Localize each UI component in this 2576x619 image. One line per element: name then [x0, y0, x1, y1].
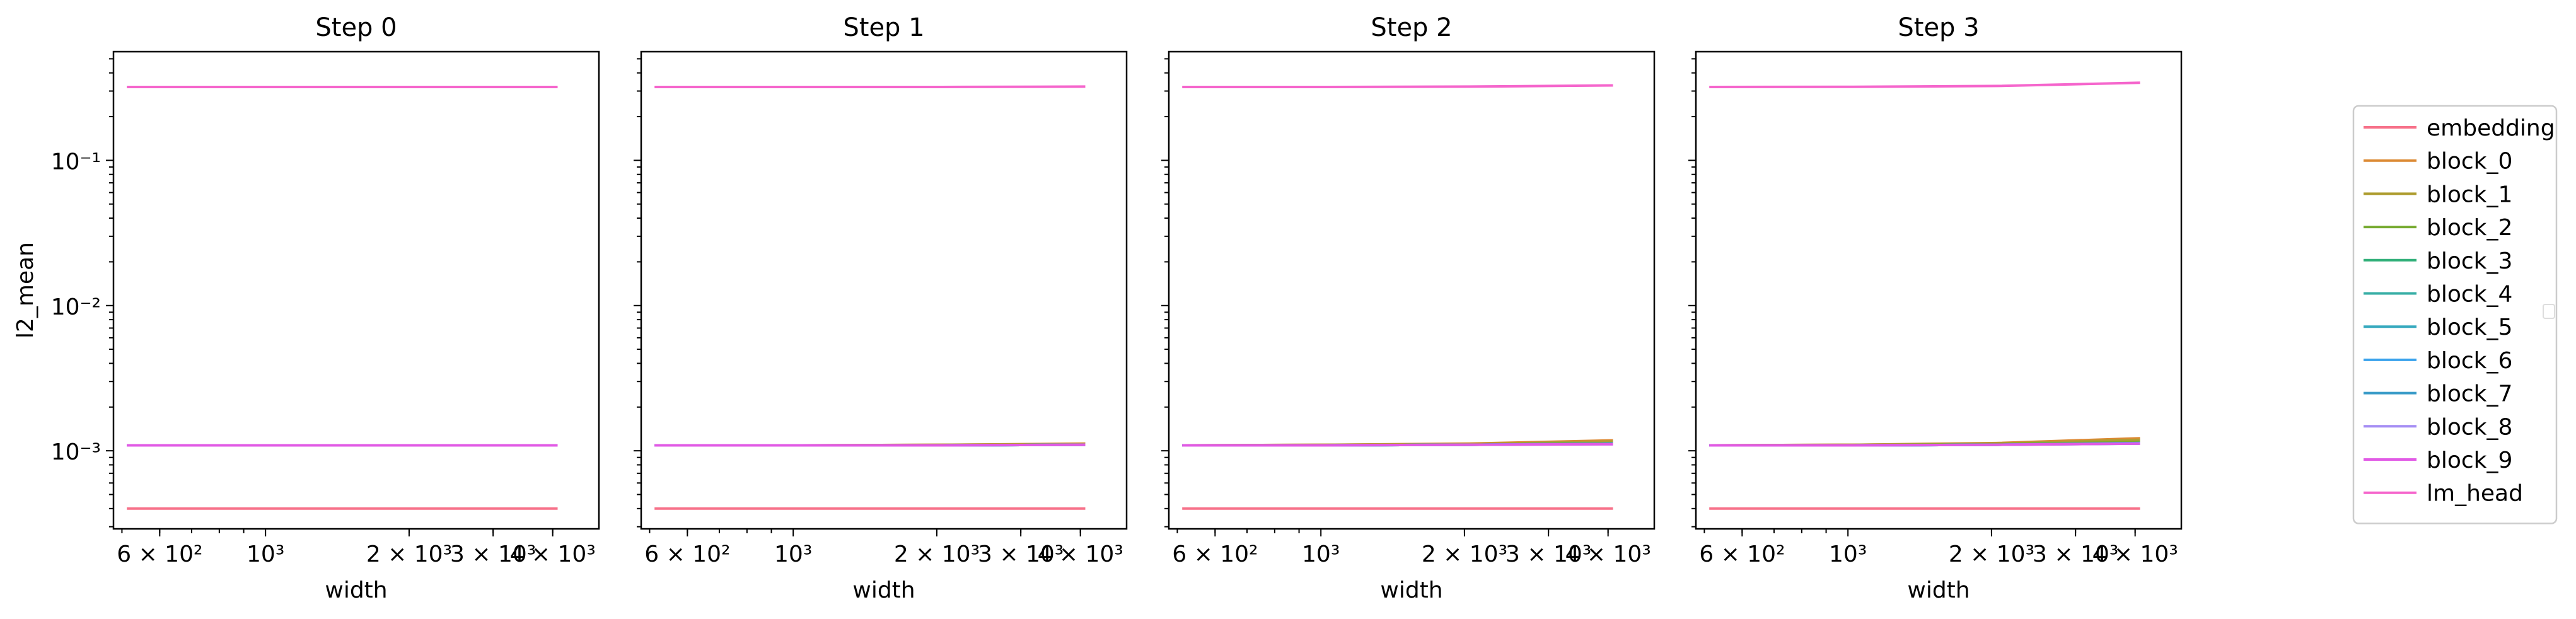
series-line-lm_head [1709, 81, 2140, 88]
legend-item-block_2: block_2 [2364, 215, 2512, 241]
legend-item-block_1: block_1 [2364, 182, 2512, 207]
x-axis-label: width [1907, 577, 1970, 603]
legend-label: block_1 [2427, 182, 2512, 207]
legend-item-block_8: block_8 [2364, 414, 2512, 440]
plot-frame [640, 50, 1128, 530]
x-tick-label: 6 × 10² [1699, 541, 1785, 567]
x-tick-label: 6 × 10² [117, 541, 202, 567]
x-tick-label: 10³ [1829, 541, 1867, 567]
x-tick-label: 4 × 10³ [2092, 541, 2178, 567]
legend-item-block_6: block_6 [2364, 348, 2512, 374]
plot-frame [1168, 50, 1656, 530]
series-lines [1182, 84, 1613, 510]
y-tick-label: 10⁻³ [51, 439, 101, 465]
x-tick-label: 3 × 10³ [450, 541, 536, 567]
plot-frame [112, 50, 600, 530]
x-axis-label: width [1380, 577, 1442, 603]
x-tick-label: 2 × 10³ [894, 541, 980, 567]
x-tick-label: 2 × 10³ [1949, 541, 2034, 567]
x-tick-label: 10³ [1302, 541, 1340, 567]
series-lines [127, 86, 558, 510]
panel-title: Step 3 [1898, 13, 1979, 42]
legend-label: lm_head [2427, 481, 2523, 507]
x-tick-label: 2 × 10³ [1422, 541, 1507, 567]
x-tick-label: 2 × 10³ [366, 541, 452, 567]
legend-item-embedding: embedding [2364, 115, 2555, 141]
x-tick-label: 3 × 10³ [978, 541, 1064, 567]
legend-label: block_2 [2427, 215, 2512, 241]
x-tick-label: 3 × 10³ [2033, 541, 2118, 567]
series-line-block_9 [654, 443, 1086, 447]
legend-item-block_0: block_0 [2364, 149, 2512, 175]
legend-box [2352, 105, 2558, 524]
legend-label: embedding [2427, 115, 2555, 141]
y-axis-label: l2_mean [13, 242, 38, 338]
x-tick-label: 6 × 10² [1172, 541, 1258, 567]
legend-label: block_6 [2427, 348, 2512, 374]
legend-item-block_3: block_3 [2364, 248, 2512, 274]
x-tick-label: 10³ [774, 541, 812, 567]
legend-label: block_7 [2427, 381, 2512, 407]
y-tick-label: 10⁻¹ [51, 149, 101, 175]
legend-item-block_5: block_5 [2364, 315, 2512, 340]
legend: embedding block_0 block_1 block_2 block_3blo… [2352, 105, 2558, 524]
legend-item-block_4: block_4 [2364, 282, 2512, 308]
legend-label: block_9 [2427, 448, 2512, 473]
series-line-block_9 [1182, 443, 1613, 447]
legend-label: block_3 [2427, 248, 2512, 274]
legend-label: block_8 [2427, 414, 2512, 440]
x-tick-label: 10³ [247, 541, 284, 567]
empty-legend-marker [2543, 304, 2555, 319]
series-line-lm_head [1182, 84, 1613, 88]
legend-item-block_9: block_9 [2364, 448, 2512, 473]
legend-label: block_0 [2427, 149, 2512, 175]
panel-title: Step 2 [1371, 13, 1452, 42]
x-tick-label: 4 × 10³ [1565, 541, 1651, 567]
legend-label: block_5 [2427, 315, 2512, 340]
x-tick-label: 4 × 10³ [510, 541, 596, 567]
panel-title: Step 0 [315, 13, 397, 42]
x-tick-label: 3 × 10³ [1506, 541, 1591, 567]
series-lines [1709, 81, 2140, 510]
x-tick-label: 4 × 10³ [1038, 541, 1123, 567]
legend-label: block_4 [2427, 282, 2512, 308]
series-line-lm_head [654, 85, 1086, 88]
x-axis-label: width [852, 577, 915, 603]
legend-item-lm_head: lm_head [2364, 481, 2523, 507]
legend-item-block_7: block_7 [2364, 381, 2512, 407]
x-tick-label: 6 × 10² [644, 541, 730, 567]
y-tick-label: 10⁻² [51, 294, 101, 320]
x-axis-label: width [325, 577, 387, 603]
panel-title: Step 1 [843, 13, 924, 42]
plot-frame [1695, 50, 2183, 530]
series-line-block_9 [1709, 442, 2140, 447]
series-lines [654, 85, 1086, 510]
